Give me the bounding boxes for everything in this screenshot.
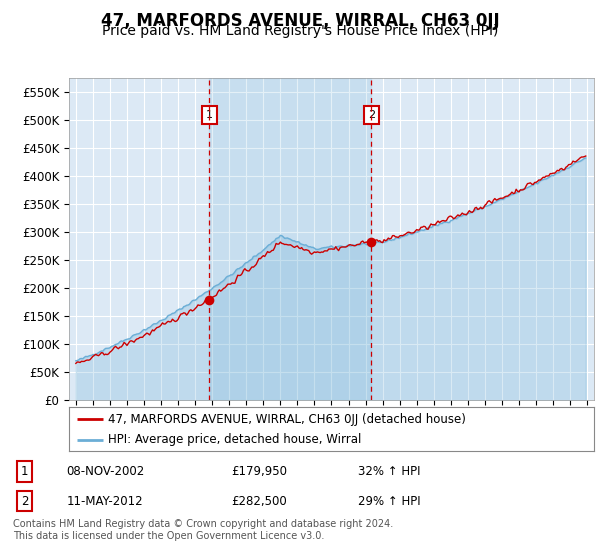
Text: 1: 1 (206, 110, 213, 120)
Text: Contains HM Land Registry data © Crown copyright and database right 2024.
This d: Contains HM Land Registry data © Crown c… (13, 519, 394, 541)
Text: 47, MARFORDS AVENUE, WIRRAL, CH63 0JJ (detached house): 47, MARFORDS AVENUE, WIRRAL, CH63 0JJ (d… (109, 413, 466, 426)
Text: 2: 2 (21, 494, 28, 508)
Text: 47, MARFORDS AVENUE, WIRRAL, CH63 0JJ: 47, MARFORDS AVENUE, WIRRAL, CH63 0JJ (101, 12, 499, 30)
Text: Price paid vs. HM Land Registry's House Price Index (HPI): Price paid vs. HM Land Registry's House … (102, 24, 498, 38)
Text: HPI: Average price, detached house, Wirral: HPI: Average price, detached house, Wirr… (109, 433, 362, 446)
Text: 32% ↑ HPI: 32% ↑ HPI (358, 465, 420, 478)
Text: £179,950: £179,950 (231, 465, 287, 478)
Text: 1: 1 (21, 465, 28, 478)
Text: 2: 2 (368, 110, 375, 120)
Bar (209, 78, 371, 400)
Text: £282,500: £282,500 (231, 494, 287, 508)
Text: 08-NOV-2002: 08-NOV-2002 (67, 465, 145, 478)
Text: 29% ↑ HPI: 29% ↑ HPI (358, 494, 420, 508)
Text: 11-MAY-2012: 11-MAY-2012 (67, 494, 143, 508)
